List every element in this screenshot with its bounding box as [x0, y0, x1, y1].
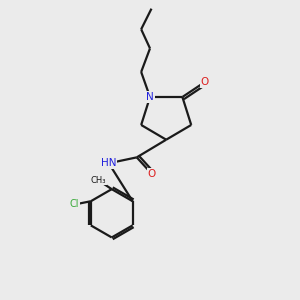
Text: O: O: [200, 77, 208, 87]
Text: Cl: Cl: [70, 199, 80, 209]
Text: CH₃: CH₃: [91, 176, 106, 185]
Text: N: N: [146, 92, 154, 102]
Text: O: O: [147, 169, 156, 178]
Text: HN: HN: [101, 158, 116, 168]
